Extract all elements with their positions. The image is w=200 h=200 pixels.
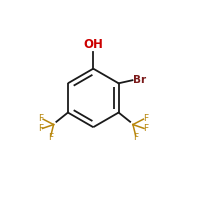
Text: F: F — [144, 124, 149, 133]
Text: F: F — [38, 114, 44, 123]
Text: Br: Br — [133, 75, 146, 85]
Text: F: F — [48, 133, 53, 142]
Text: OH: OH — [83, 38, 103, 51]
Text: F: F — [38, 124, 43, 133]
Text: F: F — [133, 133, 138, 142]
Text: F: F — [143, 114, 148, 123]
